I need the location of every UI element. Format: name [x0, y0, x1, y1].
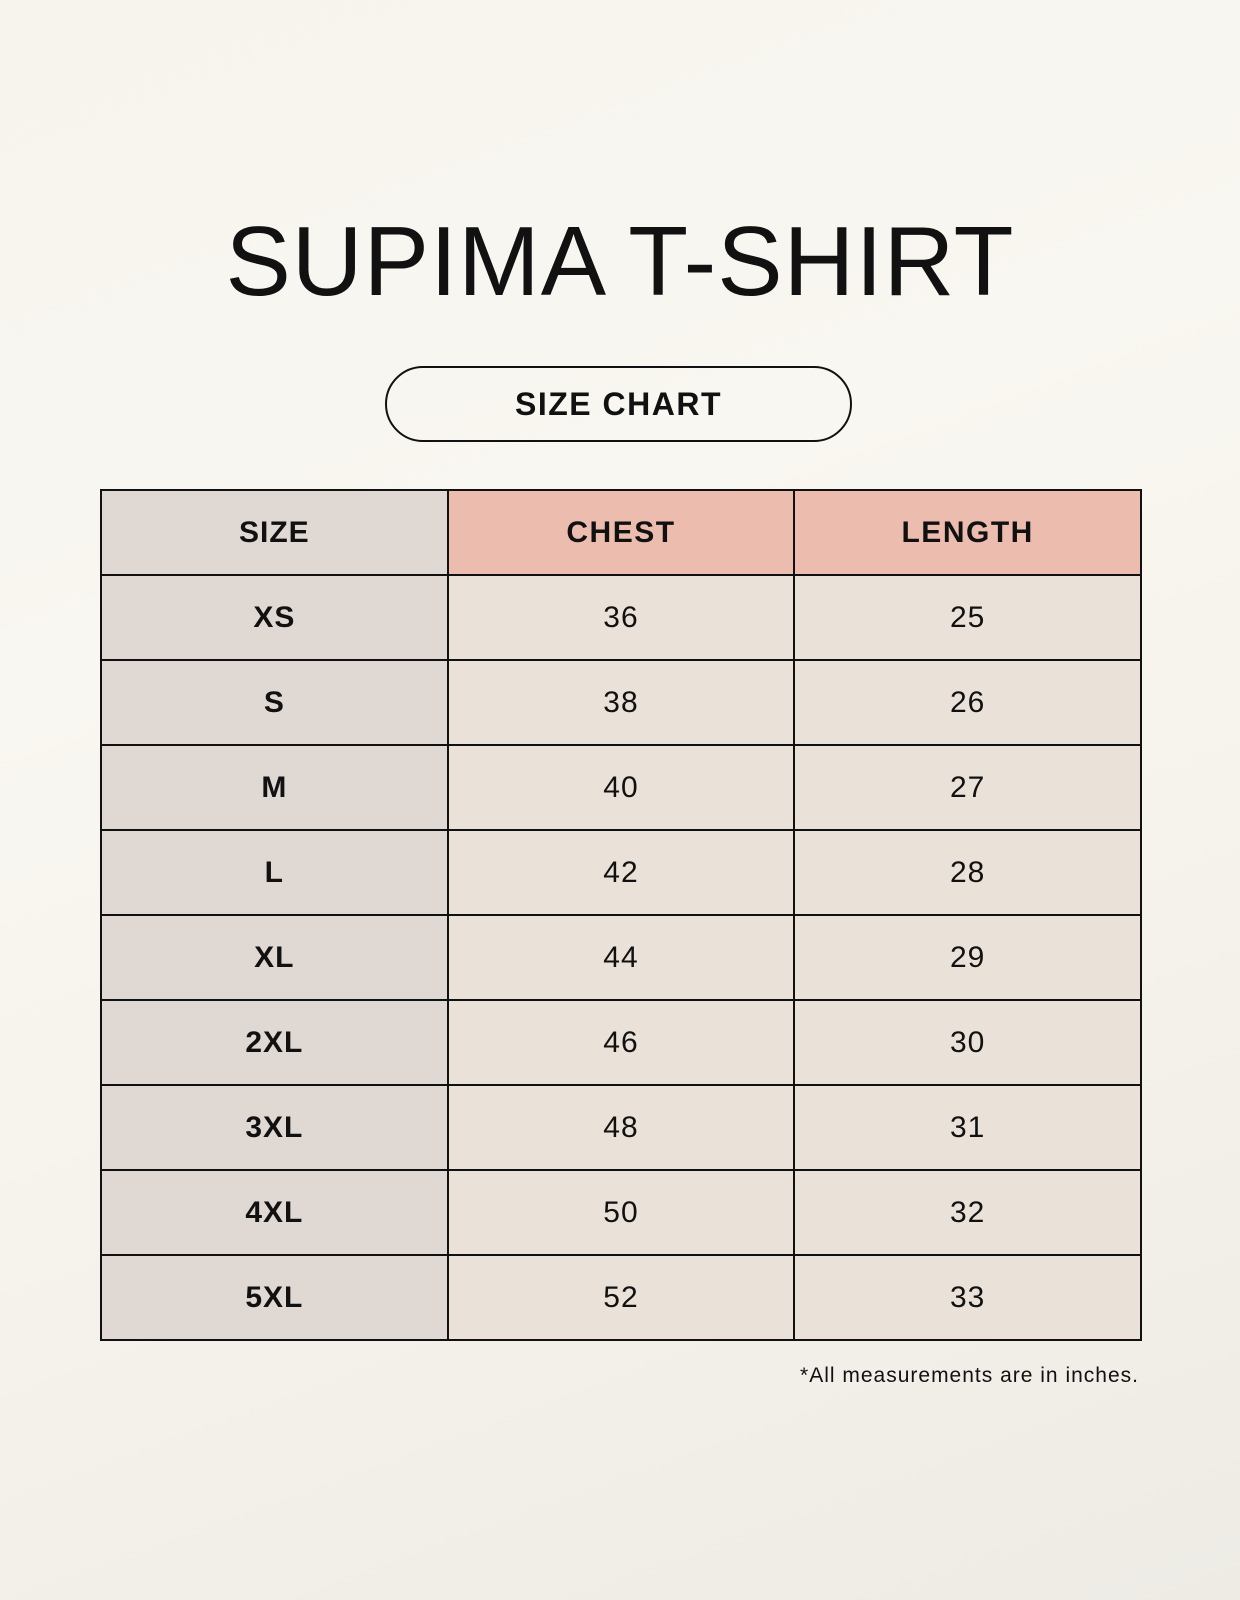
table-row: 4XL 50 32	[100, 1169, 1142, 1256]
table-row: XL 44 29	[100, 914, 1142, 1001]
cell-size: XS	[100, 574, 449, 661]
cell-length: 25	[793, 574, 1142, 661]
cell-length: 31	[793, 1084, 1142, 1171]
header-length: LENGTH	[793, 489, 1142, 576]
cell-size: 4XL	[100, 1169, 449, 1256]
cell-chest: 38	[446, 659, 796, 746]
table-row: 2XL 46 30	[100, 999, 1142, 1086]
cell-chest: 46	[446, 999, 796, 1086]
table-row: S 38 26	[100, 659, 1142, 746]
table-row: 5XL 52 33	[100, 1254, 1142, 1341]
cell-chest: 50	[446, 1169, 796, 1256]
cell-length: 26	[793, 659, 1142, 746]
cell-chest: 44	[446, 914, 796, 1001]
size-chart-badge: SIZE CHART	[385, 366, 852, 442]
cell-length: 30	[793, 999, 1142, 1086]
cell-size: S	[100, 659, 449, 746]
header-row: SIZE CHEST LENGTH	[100, 489, 1142, 576]
table-row: XS 36 25	[100, 574, 1142, 661]
table-row: 3XL 48 31	[100, 1084, 1142, 1171]
cell-size: 2XL	[100, 999, 449, 1086]
header-size: SIZE	[100, 489, 449, 576]
footnote: *All measurements are in inches.	[800, 1364, 1139, 1387]
cell-length: 29	[793, 914, 1142, 1001]
table-row: M 40 27	[100, 744, 1142, 831]
cell-size: XL	[100, 914, 449, 1001]
table-row: L 42 28	[100, 829, 1142, 916]
cell-chest: 40	[446, 744, 796, 831]
cell-size: 5XL	[100, 1254, 449, 1341]
cell-length: 33	[793, 1254, 1142, 1341]
cell-length: 32	[793, 1169, 1142, 1256]
page-title: SUPIMA T-SHIRT	[225, 206, 1015, 316]
cell-chest: 52	[446, 1254, 796, 1341]
cell-size: 3XL	[100, 1084, 449, 1171]
cell-size: L	[100, 829, 449, 916]
cell-chest: 48	[446, 1084, 796, 1171]
cell-chest: 42	[446, 829, 796, 916]
cell-size: M	[100, 744, 449, 831]
cell-chest: 36	[446, 574, 796, 661]
header-chest: CHEST	[446, 489, 796, 576]
size-table: SIZE CHEST LENGTH XS 36 25 S 38 26 M 40 27 L 42 28 X…	[100, 489, 1142, 1341]
cell-length: 27	[793, 744, 1142, 831]
cell-length: 28	[793, 829, 1142, 916]
